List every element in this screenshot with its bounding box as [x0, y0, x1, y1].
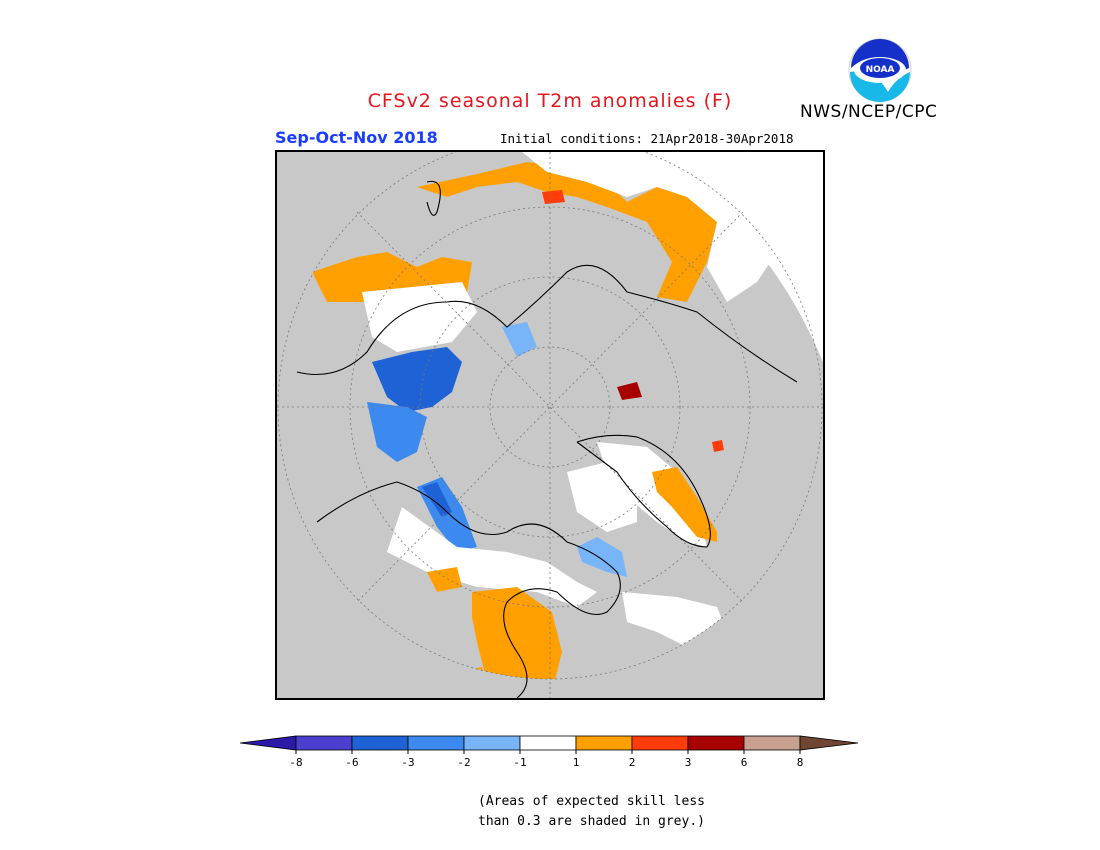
colorbar-tick-label: 8	[797, 756, 804, 769]
footnote-line-1: (Areas of expected skill less	[478, 794, 705, 809]
baja-orange	[457, 667, 487, 679]
colorbar-tick-label: 1	[573, 756, 580, 769]
asia-small-blue	[502, 322, 537, 357]
colorbar-tick-label: -3	[401, 756, 414, 769]
globe-outside-white	[527, 152, 823, 362]
russia-blue-area	[372, 347, 462, 412]
alaska-dark-blue	[422, 482, 452, 517]
noaa-logo: NOAA	[848, 38, 912, 102]
colorbar-tick-label: 3	[685, 756, 692, 769]
colorbar-swatch	[687, 735, 745, 751]
agency-label: NWS/NCEP/CPC	[800, 102, 938, 122]
colorbar-tick-label: -8	[289, 756, 302, 769]
coastlines	[296, 180, 798, 698]
colorbar-arrow-high	[799, 735, 859, 751]
colorbar-tick-label: -2	[457, 756, 470, 769]
polar-map	[275, 150, 825, 700]
us-orange	[472, 587, 562, 679]
colorbar-swatch	[295, 735, 353, 751]
greenland-blue	[577, 537, 627, 577]
colorbar-swatch	[743, 735, 801, 751]
colorbar-swatch	[519, 735, 577, 751]
colorbar-arrow-low	[239, 735, 297, 751]
colorbar-tick-label: 2	[629, 756, 636, 769]
noaa-logo-text: NOAA	[866, 65, 895, 75]
svalbard-red	[617, 382, 642, 400]
colorbar-swatch	[631, 735, 689, 751]
europe-white-band	[522, 152, 777, 302]
colorbar: -8 -6 -3 -2 -1 1 2 3 6 8	[239, 735, 859, 769]
europe-orange-band	[417, 162, 717, 302]
colorbar-swatch	[463, 735, 521, 751]
footnote-line-2: than 0.3 are shaded in grey.)	[478, 814, 705, 829]
hudson-white	[622, 592, 727, 652]
colorbar-tick-label: -1	[513, 756, 526, 769]
iceland-red	[712, 440, 724, 452]
colorbar-swatch	[351, 735, 409, 751]
map-svg	[277, 152, 823, 698]
season-label: Sep-Oct-Nov 2018	[275, 128, 438, 147]
pacific-orange	[427, 567, 462, 592]
siberia-light-blue	[367, 402, 427, 462]
colorbar-tick-label: -6	[345, 756, 358, 769]
colorbar-swatch	[407, 735, 465, 751]
chart-title: CFSv2 seasonal T2m anomalies (F)	[367, 90, 733, 112]
greenland-white	[597, 442, 707, 547]
africa-red-spot	[542, 190, 565, 204]
latitude-gridlines	[277, 152, 823, 698]
asia-white	[362, 282, 477, 352]
greenland-orange	[652, 467, 717, 542]
canada-white	[387, 507, 597, 607]
colorbar-tick-label: 6	[741, 756, 748, 769]
initial-conditions-label: Initial conditions: 21Apr2018-30Apr2018	[500, 131, 794, 146]
footnote: (Areas of expected skill less than 0.3 a…	[478, 792, 705, 832]
colorbar-swatch	[575, 735, 633, 751]
